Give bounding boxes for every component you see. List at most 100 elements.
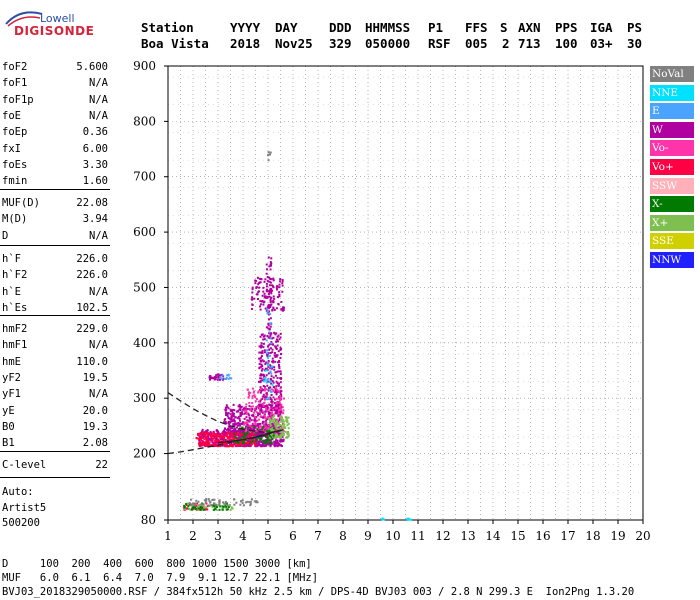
data-point (237, 443, 240, 446)
data-point (276, 335, 279, 338)
data-point (270, 438, 273, 441)
legend-item-vo: Vo- (650, 140, 694, 157)
data-point (238, 403, 241, 406)
data-point (259, 377, 262, 380)
data-point (265, 407, 268, 410)
data-point (287, 432, 290, 435)
data-point (246, 413, 249, 416)
data-point (275, 286, 278, 289)
data-point (267, 365, 270, 368)
data-point (247, 391, 250, 394)
data-point (279, 370, 282, 373)
param-row: h`F2 226.0 (2, 268, 108, 282)
data-point (261, 432, 264, 435)
data-point (254, 416, 257, 419)
data-point (212, 504, 215, 507)
data-point (264, 444, 267, 447)
x-tick-label: 19 (610, 529, 625, 543)
data-point (275, 338, 278, 341)
header-label: PS (627, 20, 643, 35)
data-point (279, 399, 282, 402)
data-point (268, 436, 271, 439)
data-point (223, 437, 226, 440)
data-point (200, 503, 203, 506)
data-point (270, 366, 273, 369)
data-point (263, 334, 266, 337)
data-point (228, 503, 231, 506)
param-value: 229.0 (76, 323, 108, 335)
data-point (274, 434, 277, 437)
data-point (240, 405, 243, 408)
data-point (211, 434, 214, 437)
data-point (286, 419, 289, 422)
data-point (261, 351, 264, 354)
data-point (266, 364, 269, 367)
y-tick-label: 600 (133, 225, 156, 239)
x-tick-label: 9 (364, 529, 372, 543)
data-point (272, 413, 275, 416)
data-point (261, 373, 264, 376)
data-point (201, 428, 204, 431)
data-point (206, 442, 209, 445)
data-point (226, 374, 229, 377)
data-point (234, 432, 237, 435)
param-row: hmF2 229.0 (2, 322, 108, 336)
data-point (272, 416, 275, 419)
data-point (207, 435, 210, 438)
param-value: N/A (89, 388, 108, 401)
data-point (276, 423, 279, 426)
data-point (268, 428, 271, 431)
param-name: hmF2 (2, 323, 28, 335)
data-point (274, 444, 277, 447)
data-point (280, 390, 283, 393)
data-point (227, 412, 230, 415)
data-point (277, 350, 280, 353)
data-point (221, 377, 224, 380)
param-row: hmE 110.0 (2, 355, 108, 369)
data-point (275, 355, 278, 358)
data-point (276, 404, 279, 407)
data-point (255, 293, 258, 296)
param-name: MUF(D) (2, 197, 40, 209)
data-point (263, 338, 266, 341)
data-point (244, 429, 247, 432)
data-point (259, 335, 262, 338)
data-point (197, 500, 200, 503)
data-point (187, 505, 190, 508)
data-point (213, 505, 216, 508)
data-point (245, 403, 248, 406)
data-point (236, 417, 239, 420)
data-point (273, 366, 276, 369)
data-point (258, 357, 261, 360)
x-tick-label: 12 (435, 529, 450, 543)
data-point (239, 415, 242, 418)
data-point (189, 503, 192, 506)
data-point (227, 425, 230, 428)
data-point (272, 336, 275, 339)
data-point (248, 439, 251, 442)
data-point (242, 429, 245, 432)
data-point (222, 502, 225, 505)
data-point (265, 419, 268, 422)
data-point (232, 438, 235, 441)
data-point (262, 393, 265, 396)
data-point (268, 289, 271, 292)
data-point (217, 445, 220, 448)
footer-info-row: BVJ03_2018329050000.RSF / 384fx512h 50 k… (2, 586, 635, 598)
param-value: N/A (89, 339, 108, 352)
data-point (229, 427, 232, 430)
data-point (275, 332, 278, 335)
data-point (278, 432, 281, 435)
data-point (279, 432, 282, 435)
data-point (248, 501, 251, 504)
data-point (197, 434, 200, 437)
data-point (246, 428, 249, 431)
data-point (261, 365, 264, 368)
data-point (282, 432, 285, 435)
data-point (198, 435, 201, 438)
data-point (254, 434, 257, 437)
data-point (263, 296, 266, 299)
data-point (230, 430, 233, 433)
data-point (257, 444, 260, 447)
data-point (203, 506, 206, 509)
